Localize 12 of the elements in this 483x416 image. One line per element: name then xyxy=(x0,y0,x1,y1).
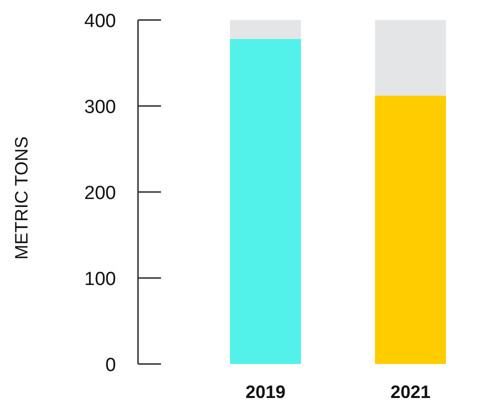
y-tick-label: 0 xyxy=(105,355,116,376)
bar xyxy=(230,38,301,364)
y-axis-title: METRIC TONS xyxy=(12,136,32,260)
y-tick-label: 400 xyxy=(84,11,116,32)
bar xyxy=(375,20,446,96)
x-tick-label: 2019 xyxy=(245,382,286,402)
y-tick-label: 100 xyxy=(84,269,116,290)
y-tick-label: 200 xyxy=(84,183,116,204)
y-tick-label: 300 xyxy=(84,97,116,118)
x-tick-label: 2021 xyxy=(390,382,431,402)
bar xyxy=(375,96,446,364)
bar xyxy=(230,20,301,39)
